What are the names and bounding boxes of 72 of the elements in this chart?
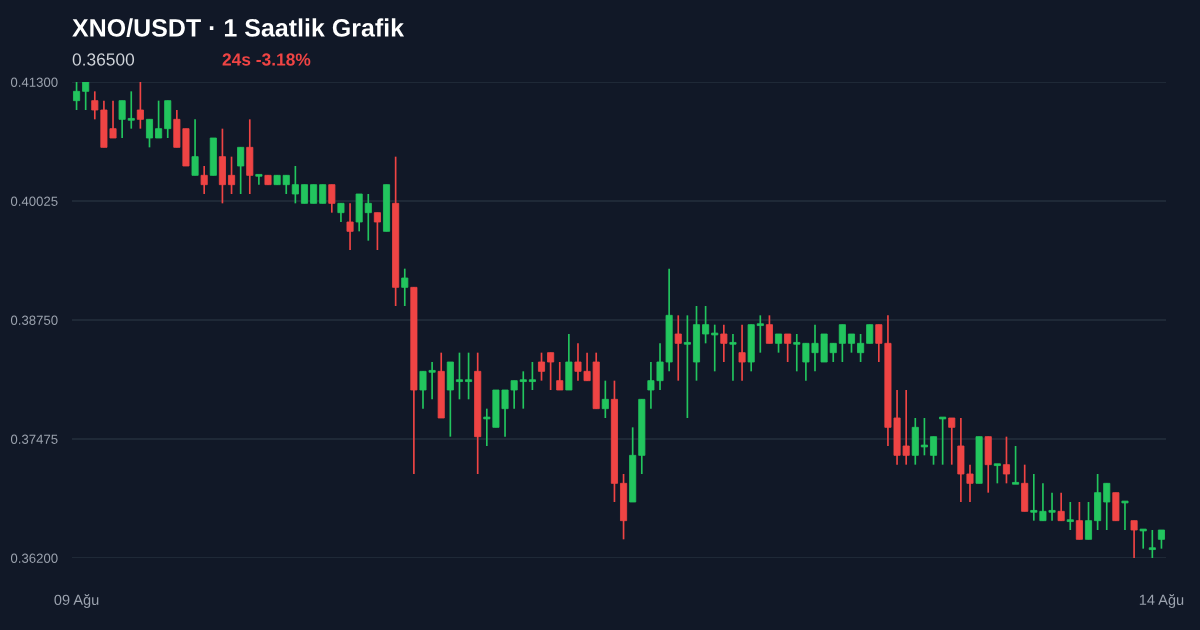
candlestick — [756, 314, 764, 354]
candlestick — [528, 361, 536, 391]
candlestick — [1084, 501, 1093, 541]
candlestick — [346, 202, 354, 251]
candlestick — [255, 174, 263, 186]
candlestick — [866, 323, 874, 345]
y-tick-label: 0.36200 — [10, 553, 58, 563]
x-tick-label: 14 Ağu — [1139, 594, 1184, 608]
candlestick — [300, 183, 308, 205]
candlestick — [1066, 501, 1074, 531]
candlestick — [920, 417, 928, 457]
candlestick — [1002, 435, 1010, 485]
candlestick — [948, 417, 956, 466]
candlestick — [401, 267, 409, 307]
candlestick — [310, 183, 318, 205]
candlestick — [857, 333, 865, 363]
candlestick — [228, 155, 236, 195]
candlestick — [537, 351, 546, 382]
candlestick — [373, 211, 381, 251]
candlestick — [319, 183, 327, 205]
candlestick — [519, 370, 527, 410]
candlestick — [1012, 445, 1020, 485]
candlestick — [939, 416, 947, 466]
candlestick — [729, 333, 737, 382]
candlestick — [601, 379, 609, 419]
candlestick — [455, 351, 463, 401]
candlestick — [82, 82, 90, 111]
candlestick — [465, 351, 473, 401]
candlestick — [993, 463, 1001, 485]
candlestick — [200, 165, 208, 195]
candlestick — [237, 146, 245, 195]
text: 24s -3.18% — [222, 53, 311, 66]
candlestick — [702, 305, 710, 345]
candlestick — [1103, 482, 1111, 531]
y-tick-label: 0.41300 — [10, 77, 58, 87]
candlestick — [118, 99, 126, 139]
candlestick — [191, 118, 199, 177]
candlestick — [720, 323, 728, 363]
candlestick — [364, 193, 372, 242]
candlestick — [674, 314, 682, 382]
chart-subtitle: 0.36500 — [72, 53, 135, 66]
y-tick-label: 0.37475 — [10, 434, 58, 444]
candlestick — [683, 314, 691, 419]
candlestick — [1057, 491, 1065, 522]
candlestick — [1148, 529, 1156, 558]
candlestick — [155, 99, 163, 139]
chart-title: XNO/USDT · 1 Saatlik Grafik — [72, 18, 405, 37]
x-tick-label: 09 Ağu — [54, 594, 99, 608]
candlestick — [291, 165, 299, 205]
candlestick — [547, 351, 555, 391]
candlestick — [136, 82, 144, 130]
candlestick — [765, 314, 773, 345]
candlestick — [847, 333, 855, 354]
candlestick — [73, 82, 81, 111]
candlestick — [328, 183, 336, 214]
candlestick — [337, 202, 345, 223]
candlestick — [556, 361, 564, 391]
candlestick — [784, 333, 792, 363]
candlestick — [711, 323, 719, 373]
candlestick — [738, 323, 746, 382]
y-tick-label: 0.38750 — [10, 315, 58, 325]
candlestick — [1075, 501, 1083, 541]
candlestick — [145, 118, 154, 149]
candlestick — [775, 333, 783, 354]
candlestick — [838, 323, 846, 363]
candlestick — [930, 435, 938, 466]
y-tick-label: 0.40025 — [10, 196, 58, 206]
candlestick — [1130, 519, 1138, 558]
candlestick — [127, 90, 135, 130]
candlestick — [1157, 529, 1165, 550]
candlestick — [1139, 528, 1147, 550]
candlestick — [1121, 500, 1129, 531]
